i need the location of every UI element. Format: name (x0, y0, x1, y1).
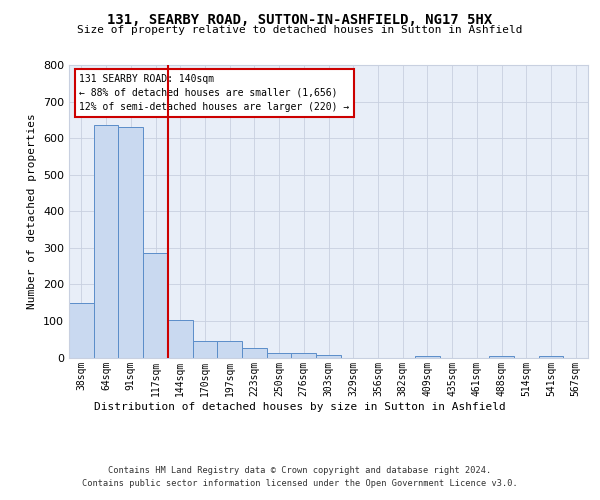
Bar (217, 342, 242, 357)
Bar (267, 354, 292, 358)
Bar (415, 356, 440, 358)
Text: 131, SEARBY ROAD, SUTTON-IN-ASHFIELD, NG17 5HX: 131, SEARBY ROAD, SUTTON-IN-ASHFIELD, NG… (107, 12, 493, 26)
Bar (316, 355, 341, 358)
Bar (292, 354, 316, 358)
Bar (69, 302, 94, 358)
Bar (489, 356, 514, 358)
Bar (94, 126, 118, 358)
Text: 131 SEARBY ROAD: 140sqm
← 88% of detached houses are smaller (1,656)
12% of semi: 131 SEARBY ROAD: 140sqm ← 88% of detache… (79, 74, 350, 112)
Text: Contains public sector information licensed under the Open Government Licence v3: Contains public sector information licen… (82, 479, 518, 488)
Text: Contains HM Land Registry data © Crown copyright and database right 2024.: Contains HM Land Registry data © Crown c… (109, 466, 491, 475)
Bar (193, 342, 217, 357)
Text: Distribution of detached houses by size in Sutton in Ashfield: Distribution of detached houses by size … (94, 402, 506, 412)
Bar (118, 127, 143, 358)
Bar (143, 254, 168, 358)
Bar (242, 348, 267, 358)
Bar (168, 320, 193, 358)
Y-axis label: Number of detached properties: Number of detached properties (28, 114, 37, 309)
Text: Size of property relative to detached houses in Sutton in Ashfield: Size of property relative to detached ho… (77, 25, 523, 35)
Bar (539, 356, 563, 358)
